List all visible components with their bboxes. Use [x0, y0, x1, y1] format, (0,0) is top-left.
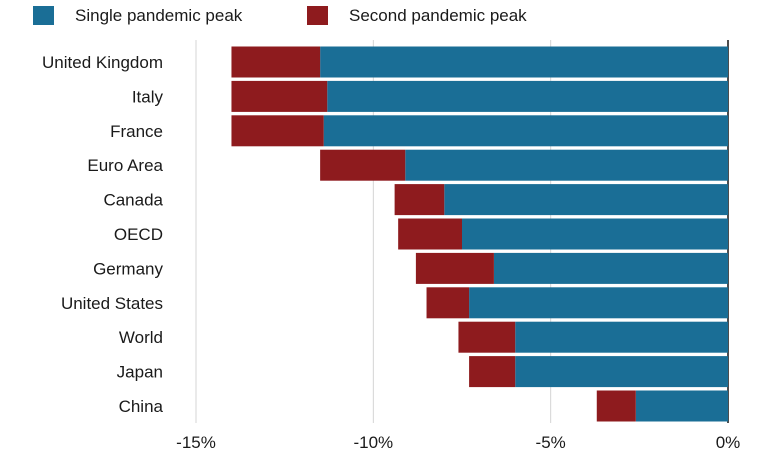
bar-second-pandemic-peak-germany: [415, 252, 494, 284]
bar-single-pandemic-peak-united-kingdom: [320, 46, 728, 78]
category-label-italy: Italy: [132, 87, 164, 106]
category-label-world: World: [119, 328, 163, 347]
x-tick-label: -10%: [353, 433, 393, 452]
legend-swatch-single-pandemic-peak: [33, 6, 54, 25]
x-tick-label: -15%: [176, 433, 216, 452]
category-label-united-states: United States: [61, 294, 163, 313]
bar-second-pandemic-peak-oecd: [398, 218, 462, 250]
bar-single-pandemic-peak-france: [323, 115, 728, 147]
bar-second-pandemic-peak-euro-area: [320, 149, 406, 181]
legend: Single pandemic peak Second pandemic peak: [33, 6, 527, 25]
category-label-germany: Germany: [93, 259, 163, 278]
bar-single-pandemic-peak-italy: [327, 80, 728, 112]
bar-single-pandemic-peak-china: [635, 390, 728, 422]
bar-second-pandemic-peak-china: [596, 390, 636, 422]
bar-single-pandemic-peak-oecd: [462, 218, 728, 250]
bar-second-pandemic-peak-france: [231, 115, 324, 147]
bar-second-pandemic-peak-united-states: [426, 287, 470, 319]
category-label-japan: Japan: [117, 363, 163, 382]
bar-second-pandemic-peak-canada: [394, 184, 445, 216]
bar-single-pandemic-peak-canada: [444, 184, 728, 216]
legend-swatch-second-pandemic-peak: [307, 6, 328, 25]
legend-label-single-pandemic-peak: Single pandemic peak: [75, 6, 243, 25]
category-label-united-kingdom: United Kingdom: [42, 53, 163, 72]
bar-second-pandemic-peak-japan: [469, 356, 516, 388]
category-label-canada: Canada: [103, 191, 163, 210]
x-tick-label: -5%: [536, 433, 566, 452]
bar-single-pandemic-peak-united-states: [469, 287, 728, 319]
category-labels: United Kingdom Italy France Euro Area Canada…: [42, 53, 164, 416]
bar-second-pandemic-peak-world: [458, 321, 516, 353]
category-label-china: China: [119, 397, 164, 416]
legend-label-second-pandemic-peak: Second pandemic peak: [349, 6, 527, 25]
category-label-oecd: OECD: [114, 225, 163, 244]
bar-single-pandemic-peak-germany: [493, 252, 728, 284]
bar-second-pandemic-peak-united-kingdom: [231, 46, 321, 78]
x-tick-label: 0%: [716, 433, 741, 452]
x-axis-tick-labels: -15% -10% -5% 0%: [176, 433, 740, 452]
bar-single-pandemic-peak-world: [515, 321, 728, 353]
category-label-euro-area: Euro Area: [87, 156, 163, 175]
bar-second-pandemic-peak-italy: [231, 80, 328, 112]
bar-single-pandemic-peak-euro-area: [405, 149, 728, 181]
bars: [231, 46, 728, 422]
bar-single-pandemic-peak-japan: [515, 356, 728, 388]
category-label-france: France: [110, 122, 163, 141]
